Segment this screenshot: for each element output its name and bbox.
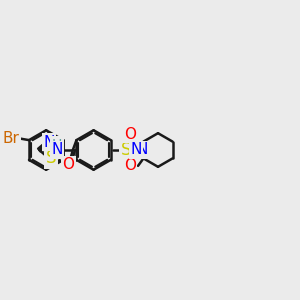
Text: O: O bbox=[62, 157, 74, 172]
Text: N: N bbox=[44, 135, 55, 150]
Text: O: O bbox=[124, 158, 136, 173]
Text: N: N bbox=[130, 142, 142, 158]
Text: N: N bbox=[51, 142, 63, 158]
Text: S: S bbox=[46, 149, 56, 167]
Text: N: N bbox=[136, 142, 148, 158]
Text: H: H bbox=[52, 137, 62, 152]
Text: S: S bbox=[121, 141, 131, 159]
Text: Br: Br bbox=[2, 130, 19, 146]
Text: O: O bbox=[124, 127, 136, 142]
